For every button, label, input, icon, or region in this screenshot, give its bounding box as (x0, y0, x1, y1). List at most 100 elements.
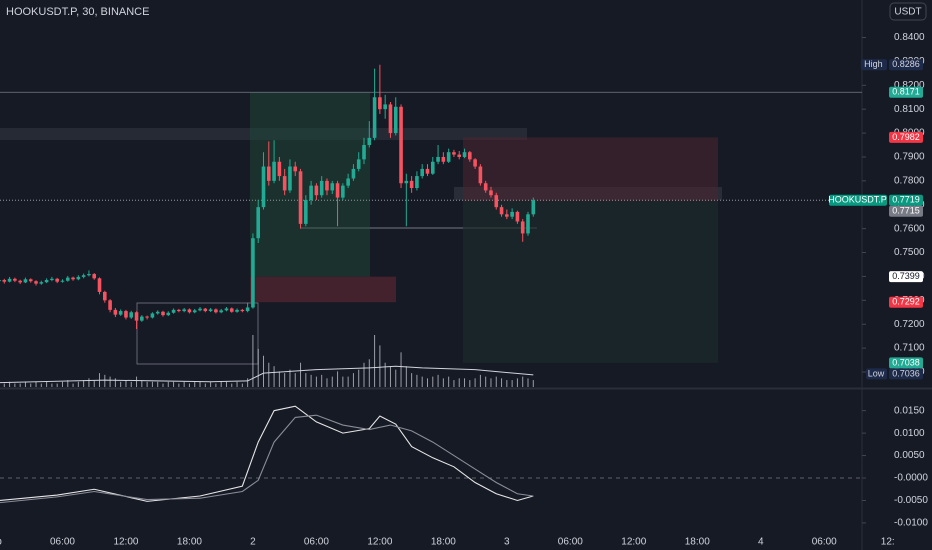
candle-body (261, 166, 266, 208)
candle-body (208, 309, 213, 312)
candle-body (436, 156, 440, 162)
y-tick-label: 0.7100 (894, 343, 925, 354)
name-tag-label: High (864, 59, 883, 69)
name-tag (866, 368, 887, 380)
candle-body (229, 308, 234, 312)
candle-body (166, 312, 171, 316)
candle-body (446, 152, 451, 162)
candle-body (520, 221, 525, 234)
x-tick-label: 06:00 (812, 537, 837, 548)
price-tag-label: 0.7038 (892, 357, 920, 367)
candle-body (224, 308, 229, 311)
x-tick-label: 4 (758, 537, 764, 548)
x-tick-label: 06:00 (558, 537, 583, 548)
candle-body (103, 291, 107, 301)
candle-body (319, 180, 324, 196)
profit-zone (463, 201, 718, 363)
candle-body (39, 282, 44, 284)
candle-body (214, 309, 218, 313)
candle-body (441, 156, 446, 162)
candle-body (161, 311, 165, 316)
candle-body (171, 309, 176, 313)
osc-tick-label: -0.0050 (894, 495, 928, 506)
candle-body (346, 178, 350, 186)
x-tick-label: 06:00 (50, 537, 75, 548)
name-tag-label: Low (868, 368, 885, 378)
x-tick-label: 18:00 (431, 537, 456, 548)
candle-body (71, 277, 75, 280)
candle-body (515, 211, 520, 222)
candle-body (304, 199, 308, 224)
candle-body (55, 278, 59, 282)
candle-body (362, 145, 366, 160)
candle-body (335, 183, 340, 198)
candle-body (182, 309, 186, 312)
y-tick-label: 0.8400 (894, 32, 925, 43)
candle-body (81, 275, 86, 277)
candle-body (452, 152, 456, 155)
name-tag (860, 59, 887, 71)
price-tag-label: 0.7719 (892, 195, 920, 205)
y-tick-label: 0.8200 (894, 80, 925, 91)
candle-body (489, 190, 493, 196)
x-tick-label: 3 (504, 537, 510, 548)
price-tag-label: 0.7292 (892, 297, 920, 307)
x-tick-label: 12: (881, 537, 895, 548)
candle-body (309, 185, 313, 200)
candle-body (499, 207, 504, 215)
x-tick-label: 12:00 (367, 537, 392, 548)
candle-body (277, 161, 282, 177)
candle-body (219, 310, 223, 313)
candle-body (510, 211, 514, 217)
candle-body (367, 137, 372, 146)
currency-button[interactable] (889, 2, 927, 21)
candle-body (2, 280, 7, 282)
candle-body (526, 214, 530, 234)
candle-body (388, 104, 393, 134)
candle-body (409, 180, 414, 189)
candle-body (468, 152, 472, 160)
y-tick-label: 0.7500 (894, 247, 925, 258)
y-tick-label: 0.7800 (894, 176, 925, 187)
price-tag (889, 271, 923, 283)
candle-body (240, 309, 245, 312)
candle-body (266, 166, 271, 181)
candle-body (383, 104, 387, 110)
osc-tick-label: 0.0050 (894, 450, 925, 461)
y-tick-label: 0.7600 (894, 223, 925, 234)
osc-tick-label: 0.0150 (894, 405, 925, 416)
candle-body (341, 185, 345, 198)
candle-body (399, 106, 403, 184)
candle-body (393, 106, 398, 134)
candle-body (494, 195, 499, 208)
candle-body (0, 280, 1, 282)
x-tick-label: p (0, 537, 2, 548)
candle-body (23, 279, 28, 283)
candle-body (272, 161, 276, 181)
candle-body (97, 278, 102, 292)
candle-body (150, 313, 155, 318)
candle-body (415, 176, 419, 189)
candle-body (288, 166, 292, 191)
price-tag (889, 59, 923, 71)
price-tag (889, 296, 923, 308)
profit-zone (250, 92, 370, 277)
price-tag-label: 0.7399 (892, 271, 920, 281)
price-tag-label: 0.7036 (892, 368, 920, 378)
osc-tick-label: -0.0000 (894, 473, 928, 484)
currency-label[interactable]: USDT (894, 7, 921, 18)
price-tag-label: 0.8286 (892, 59, 920, 69)
candle-body (251, 238, 255, 308)
x-tick-label: 12:00 (113, 537, 138, 548)
candle-body (187, 309, 192, 313)
x-tick-label: 18:00 (685, 537, 710, 548)
price-tag (889, 194, 923, 206)
candle-body (13, 278, 17, 281)
candle-body (404, 180, 409, 184)
candle-body (457, 154, 462, 157)
candle-body (203, 308, 208, 312)
candle-body (235, 309, 239, 312)
price-tag-label: 0.7982 (892, 132, 920, 142)
